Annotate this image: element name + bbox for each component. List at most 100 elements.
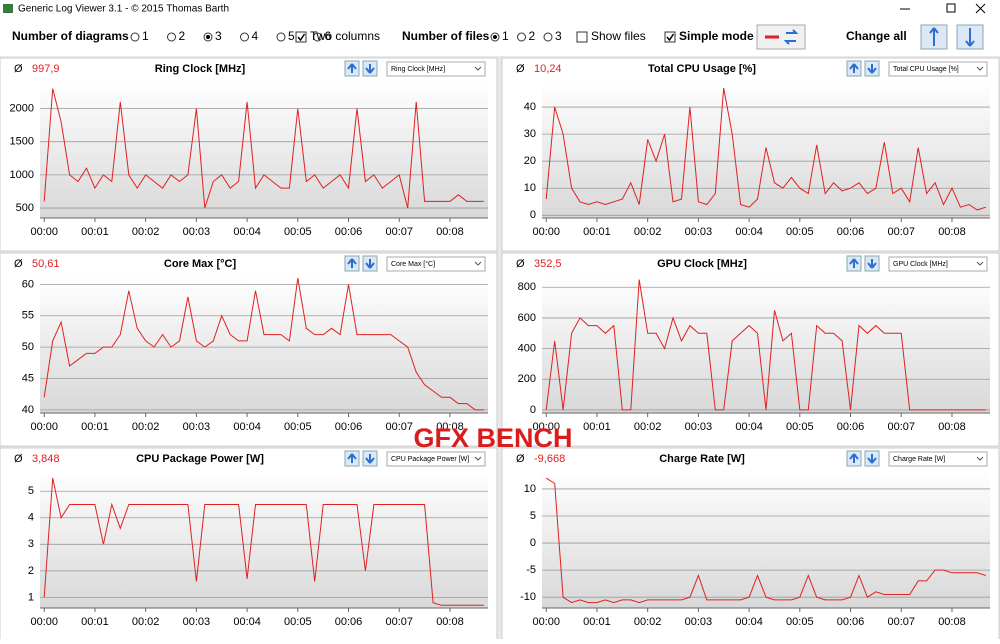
radio[interactable] <box>167 32 176 42</box>
arrow-icon[interactable] <box>347 258 357 268</box>
arrow-icon[interactable] <box>365 64 375 74</box>
y-tick-label: 40 <box>22 404 34 416</box>
x-tick-label: 00:02 <box>634 421 662 433</box>
radio[interactable] <box>517 32 526 42</box>
radio-label[interactable]: 1 <box>142 29 149 43</box>
x-tick-label: 00:08 <box>938 616 966 628</box>
x-tick-label: 00:01 <box>81 421 109 433</box>
x-tick-label: 00:08 <box>938 226 966 238</box>
radio-dot[interactable] <box>493 35 497 39</box>
dropdown-text[interactable]: Core Max [°C] <box>391 260 435 268</box>
radio-label[interactable]: 1 <box>502 29 509 43</box>
x-tick-label: 00:00 <box>532 226 560 238</box>
radio-label[interactable]: 3 <box>555 29 562 43</box>
x-tick-label: 00:05 <box>284 421 312 433</box>
style-button[interactable] <box>756 24 806 50</box>
arrow-icon[interactable] <box>849 453 859 463</box>
dropdown-arrow[interactable] <box>976 261 984 266</box>
arrow-icon[interactable] <box>929 27 939 46</box>
window-controls[interactable] <box>900 3 986 14</box>
series-dropdown[interactable] <box>386 61 486 77</box>
maximize[interactable] <box>946 3 956 13</box>
average-value: 50,61 <box>32 258 60 270</box>
dropdown-text[interactable]: Total CPU Usage [%] <box>893 66 959 73</box>
y-tick-label: 4 <box>28 512 34 524</box>
title-bar <box>0 0 1000 18</box>
x-tick-label: 00:05 <box>284 616 312 628</box>
radio-dot[interactable] <box>206 35 210 39</box>
arrow-icon[interactable] <box>965 28 975 47</box>
x-tick-label: 00:04 <box>233 616 261 628</box>
radio[interactable] <box>130 32 140 42</box>
toolbar <box>0 18 1000 56</box>
checkmark[interactable] <box>666 33 675 42</box>
y-tick-label: 10 <box>524 182 536 194</box>
dropdown-text[interactable]: Charge Rate [W] <box>893 456 945 463</box>
data-line <box>43 88 484 209</box>
x-tick-label: 00:03 <box>183 226 211 238</box>
arrow-icon[interactable] <box>849 63 859 73</box>
checkbox-label[interactable]: Simple mode <box>679 29 754 43</box>
x-tick-label: 00:01 <box>583 616 611 628</box>
dropdown-arrow[interactable] <box>976 66 984 71</box>
dropdown-text[interactable]: GPU Clock [MHz] <box>893 261 948 268</box>
checkbox-label[interactable]: Show files <box>591 29 646 43</box>
x-tick-label: 00:00 <box>30 616 58 628</box>
checkbox[interactable] <box>664 31 676 43</box>
dropdown-arrow[interactable] <box>474 66 482 71</box>
radio[interactable] <box>313 32 322 42</box>
arrow-icon[interactable] <box>867 64 877 74</box>
dropdown-text[interactable]: CPU Package Power [W] <box>391 456 469 463</box>
radio[interactable] <box>240 32 249 42</box>
x-tick-label: 00:01 <box>583 226 611 238</box>
dropdown-text[interactable]: Ring Clock [MHz] <box>391 66 445 73</box>
radio-label[interactable]: 4 <box>252 29 259 43</box>
arrow-icon[interactable] <box>867 259 877 269</box>
arrow-icon[interactable] <box>347 63 357 73</box>
radio[interactable] <box>543 32 553 42</box>
series-dropdown[interactable] <box>386 256 486 272</box>
chart-title: Charge Rate [W] <box>659 453 745 465</box>
chart-title: GPU Clock [MHz] <box>657 258 747 270</box>
data-line <box>545 477 986 604</box>
arrow-icon[interactable] <box>849 258 859 268</box>
x-tick-label: 00:04 <box>233 226 261 238</box>
series-dropdown[interactable] <box>888 451 988 467</box>
checkmark[interactable] <box>297 33 306 42</box>
chart-title: Ring Clock [MHz] <box>155 63 246 75</box>
x-tick-label: 00:04 <box>233 421 261 433</box>
checkbox-label[interactable]: Two columns <box>310 29 380 43</box>
dropdown-arrow[interactable] <box>474 456 482 461</box>
x-tick-label: 00:08 <box>436 226 464 238</box>
series-dropdown[interactable] <box>888 256 988 272</box>
x-tick-label: 00:04 <box>735 616 763 628</box>
arrow-icon[interactable] <box>347 453 357 463</box>
series-dropdown[interactable] <box>386 451 486 467</box>
x-tick-label: 00:05 <box>786 616 814 628</box>
radio-label[interactable]: 2 <box>529 29 536 43</box>
plot-area <box>40 470 488 608</box>
x-tick-label: 00:01 <box>81 616 109 628</box>
swap-icon[interactable] <box>783 29 799 45</box>
arrow-icon[interactable] <box>365 259 375 269</box>
radio-label[interactable]: 3 <box>215 29 222 43</box>
series-dropdown[interactable] <box>888 61 988 77</box>
x-tick-label: 00:02 <box>132 421 160 433</box>
radio-label[interactable]: 2 <box>179 29 186 43</box>
checkbox[interactable] <box>295 31 307 43</box>
x-tick-label: 00:06 <box>837 226 865 238</box>
checkbox[interactable] <box>576 31 588 43</box>
radio-label[interactable]: 6 <box>325 29 332 43</box>
dropdown-arrow[interactable] <box>976 456 984 461</box>
arrow-icon[interactable] <box>867 454 877 464</box>
close[interactable] <box>975 3 986 14</box>
radio-label[interactable]: 5 <box>288 29 295 43</box>
x-tick-label: 00:06 <box>335 616 363 628</box>
y-tick-label: 3 <box>28 538 34 550</box>
x-tick-label: 00:06 <box>335 421 363 433</box>
y-tick-label: 1 <box>28 591 34 603</box>
radio[interactable] <box>276 32 286 42</box>
arrow-icon[interactable] <box>365 454 375 464</box>
dropdown-arrow[interactable] <box>474 261 482 266</box>
